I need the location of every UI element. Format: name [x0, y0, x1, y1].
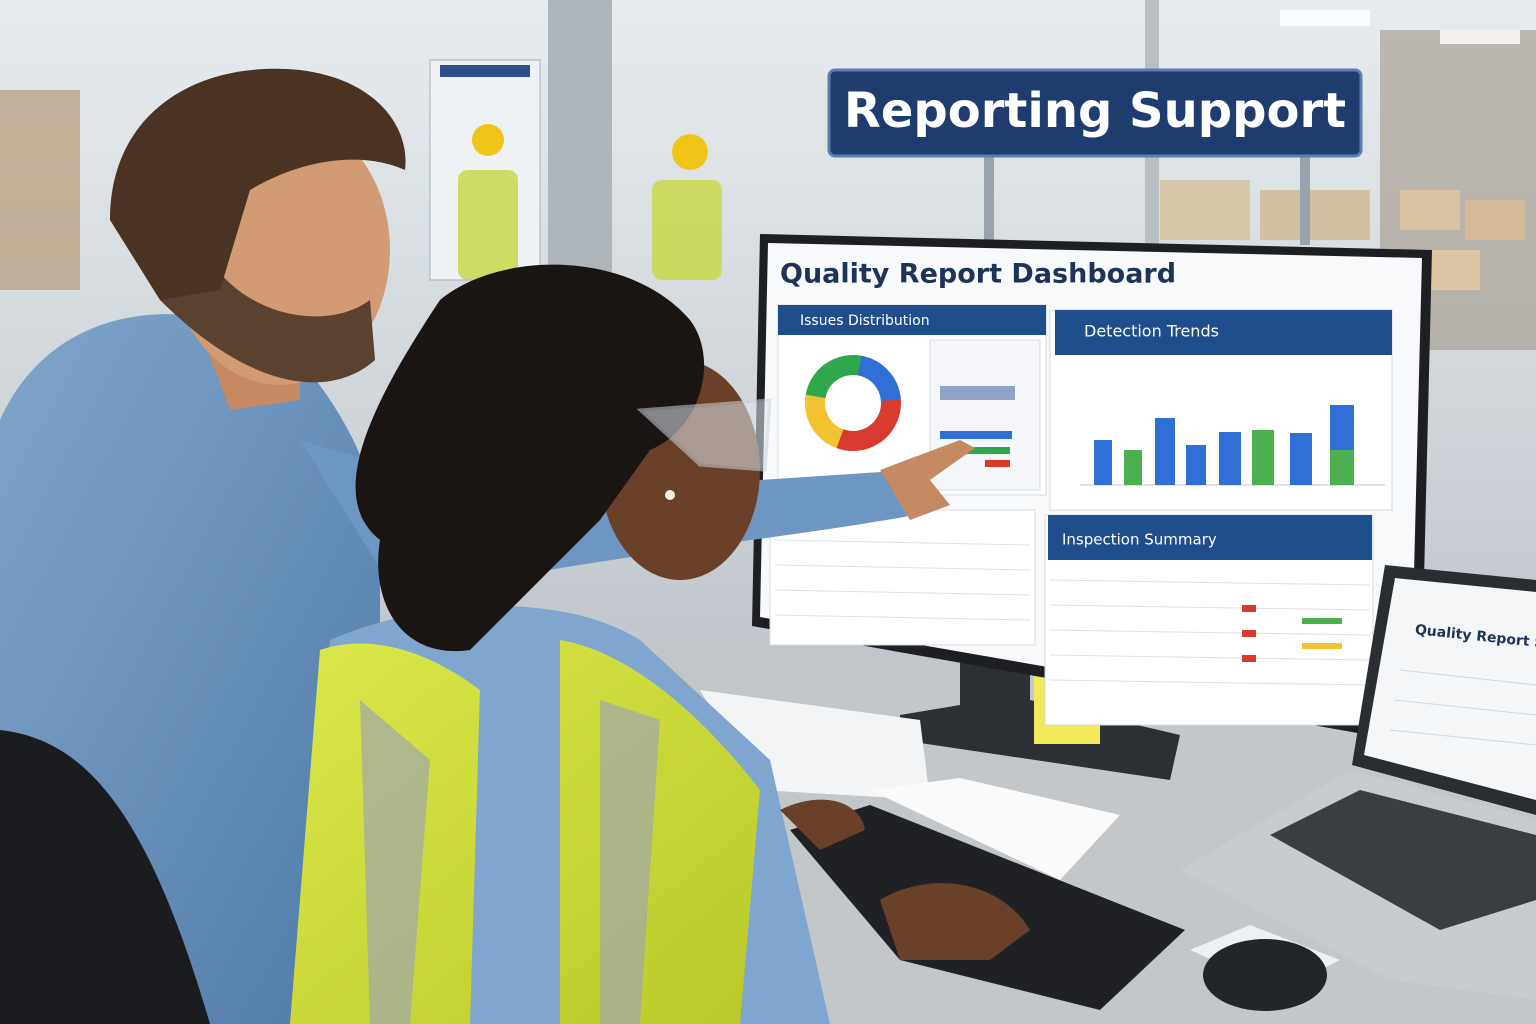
summary-table-part: [1242, 655, 1256, 662]
monitor-part: [769, 509, 1036, 646]
laptop: Quality Report Summ: [1180, 565, 1536, 1000]
woman-part: [636, 398, 772, 472]
mouse: [1203, 939, 1327, 1011]
trend-bars-part: [1290, 433, 1312, 485]
warehouse-background-part: [440, 65, 530, 77]
monitor-part: [940, 431, 1012, 439]
summary-table-part: [1049, 654, 1371, 661]
monitor-part-part: [774, 589, 1031, 596]
man-part: [880, 440, 975, 520]
man-part: [110, 68, 406, 300]
trend-bars: [1080, 405, 1385, 486]
sign: Reporting Support: [827, 68, 1363, 245]
laptop-part-part: [1399, 669, 1536, 686]
woman-part: [360, 700, 660, 1024]
summary-table-part: [1049, 579, 1371, 586]
woman-part: [355, 264, 705, 652]
woman: [290, 264, 1030, 1024]
warehouse-background-part: [472, 124, 504, 156]
trend-bars-part: [1330, 450, 1354, 485]
trend-bars-part: [1219, 432, 1241, 485]
summary-table-part: [1242, 630, 1256, 637]
monitor-part-part: [805, 355, 901, 451]
monitor-part: [805, 355, 901, 451]
panel-title: Inspection Summary: [1062, 531, 1217, 549]
sign-part: [827, 68, 1363, 158]
warehouse-background-part: [1440, 30, 1520, 44]
panel-title: Detection Trends: [1084, 322, 1219, 341]
panel-title: Issues Distribution: [800, 313, 930, 329]
sign-part: [1300, 150, 1310, 245]
warehouse-background-part: [0, 90, 80, 290]
monitor-part: [985, 460, 1010, 467]
trend-bars-part: [1155, 418, 1175, 485]
laptop-part: [1270, 790, 1536, 930]
monitor-part: [774, 539, 1031, 621]
laptop-part: [1389, 669, 1536, 746]
summary-table-part: [1302, 643, 1342, 649]
laptop-part-part: [1394, 699, 1536, 716]
monitor-part-part: [774, 539, 1031, 546]
trend-bars-part: [1186, 445, 1206, 485]
summary-table-part: [1049, 629, 1371, 636]
monitor-part: [1055, 310, 1392, 355]
warehouse-background-part: [1400, 190, 1460, 230]
warehouse-background-part: [1160, 180, 1250, 240]
monitor-part-part: [774, 614, 1031, 621]
monitor-part-part: [774, 564, 1031, 571]
monitor: Quality Report Dashboard Issues Distribu…: [752, 234, 1432, 780]
monitor-part: [1048, 515, 1372, 560]
woman-part: [665, 490, 675, 500]
sign-text: Reporting Support: [844, 83, 1346, 139]
monitor-part-part: [805, 355, 901, 451]
warehouse-background-part: [1465, 200, 1525, 240]
chair: [0, 730, 210, 1024]
monitor-part: [955, 447, 1010, 454]
woman-part: [780, 799, 865, 850]
summary-table-part: [1242, 605, 1256, 612]
summary-table-part: [1302, 618, 1342, 624]
trend-bars-part: [1094, 440, 1112, 485]
warehouse-background-part: [672, 134, 708, 170]
trend-bars-part: [1124, 450, 1142, 485]
warehouse-background-part: [1280, 10, 1370, 26]
papers-part: [870, 778, 1120, 880]
laptop-part-part: [1389, 729, 1536, 746]
summary-table-part: [1049, 679, 1371, 686]
summary-table: [1049, 579, 1371, 686]
warehouse-background-part: [458, 170, 518, 280]
trend-bars-part: [1252, 430, 1274, 485]
sign-part: [984, 150, 994, 245]
dashboard-title: Quality Report Dashboard: [780, 259, 1176, 290]
laptop-part: [1364, 578, 1536, 800]
summary-table-part: [1049, 604, 1371, 611]
woman-part: [880, 883, 1030, 960]
warehouse-background-part: [652, 180, 722, 280]
warehouse-background-part: [1260, 190, 1370, 240]
monitor-part: [940, 386, 1015, 400]
monitor-part: [778, 305, 1046, 335]
